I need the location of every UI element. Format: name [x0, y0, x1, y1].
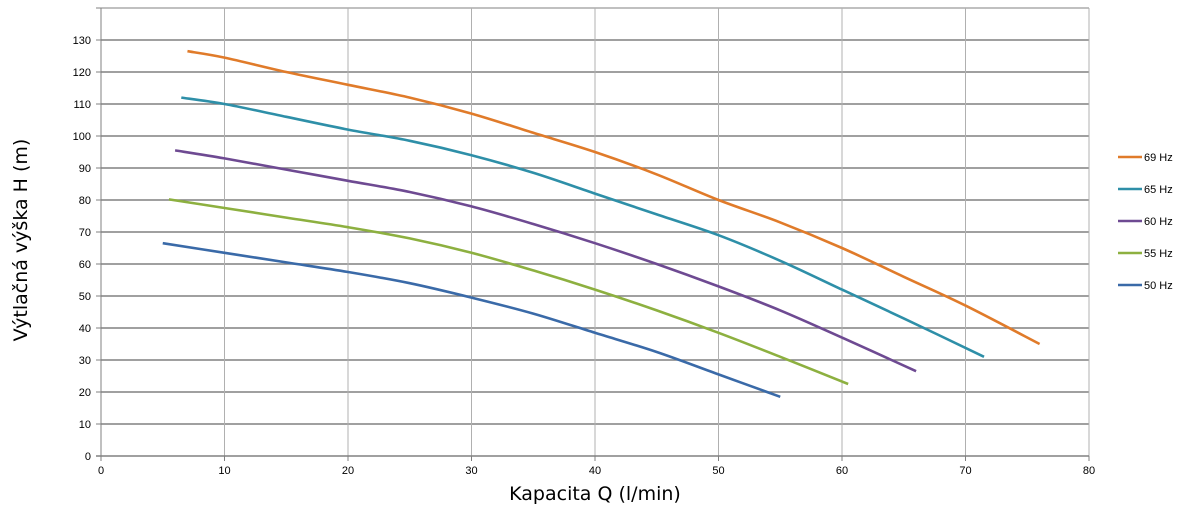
y-tick-label: 50: [79, 291, 91, 303]
legend-label-69-hz: 69 Hz: [1144, 152, 1173, 164]
y-tick-label: 20: [79, 387, 91, 399]
axes: [96, 7, 1090, 461]
y-tick-label: 80: [79, 195, 91, 207]
legend-label-55-hz: 55 Hz: [1144, 248, 1173, 260]
series-line-55-hz: [168, 198, 849, 386]
y-tick-label: 100: [73, 131, 91, 143]
grid: [101, 7, 1090, 456]
x-tick-label: 70: [959, 465, 971, 477]
legend: 69 Hz 65 Hz 60 Hz 55 Hz 50 Hz: [1118, 152, 1173, 292]
x-tick-label: 80: [1083, 465, 1095, 477]
x-tick-label: 30: [465, 465, 477, 477]
legend-label-65-hz: 65 Hz: [1144, 184, 1173, 196]
series-line-65-hz: [181, 96, 985, 358]
x-tick-label: 40: [589, 465, 601, 477]
y-tick-label: 110: [73, 99, 91, 111]
y-axis-title: Výtlačná výška H (m): [10, 139, 32, 342]
series-line-50-hz: [162, 241, 781, 399]
x-tick-label: 10: [218, 465, 230, 477]
y-tick-label: 0: [85, 451, 91, 463]
tick-labels: 0 10 20 30 40 50 60 70 80 90 100 110 120 130 0 10 20 30 40…: [73, 35, 1095, 477]
y-tick-label: 60: [79, 259, 91, 271]
y-tick-label: 70: [79, 227, 91, 239]
legend-label-60-hz: 60 Hz: [1144, 216, 1173, 228]
legend-label-50-hz: 50 Hz: [1144, 280, 1173, 292]
series-line-60-hz: [174, 149, 917, 373]
y-tick-label: 130: [73, 35, 91, 47]
x-tick-label: 20: [342, 465, 354, 477]
series-line-69-hz: [187, 49, 1041, 346]
x-tick-label: 0: [98, 465, 104, 477]
series: [162, 49, 1041, 399]
y-tick-label: 10: [79, 419, 91, 431]
x-tick-label: 60: [836, 465, 848, 477]
y-tick-label: 30: [79, 355, 91, 367]
y-tick-label: 40: [79, 323, 91, 335]
x-axis-title: Kapacita Q (l/min): [509, 483, 681, 505]
y-tick-label: 120: [73, 67, 91, 79]
x-tick-label: 50: [712, 465, 724, 477]
y-tick-label: 90: [79, 163, 91, 175]
